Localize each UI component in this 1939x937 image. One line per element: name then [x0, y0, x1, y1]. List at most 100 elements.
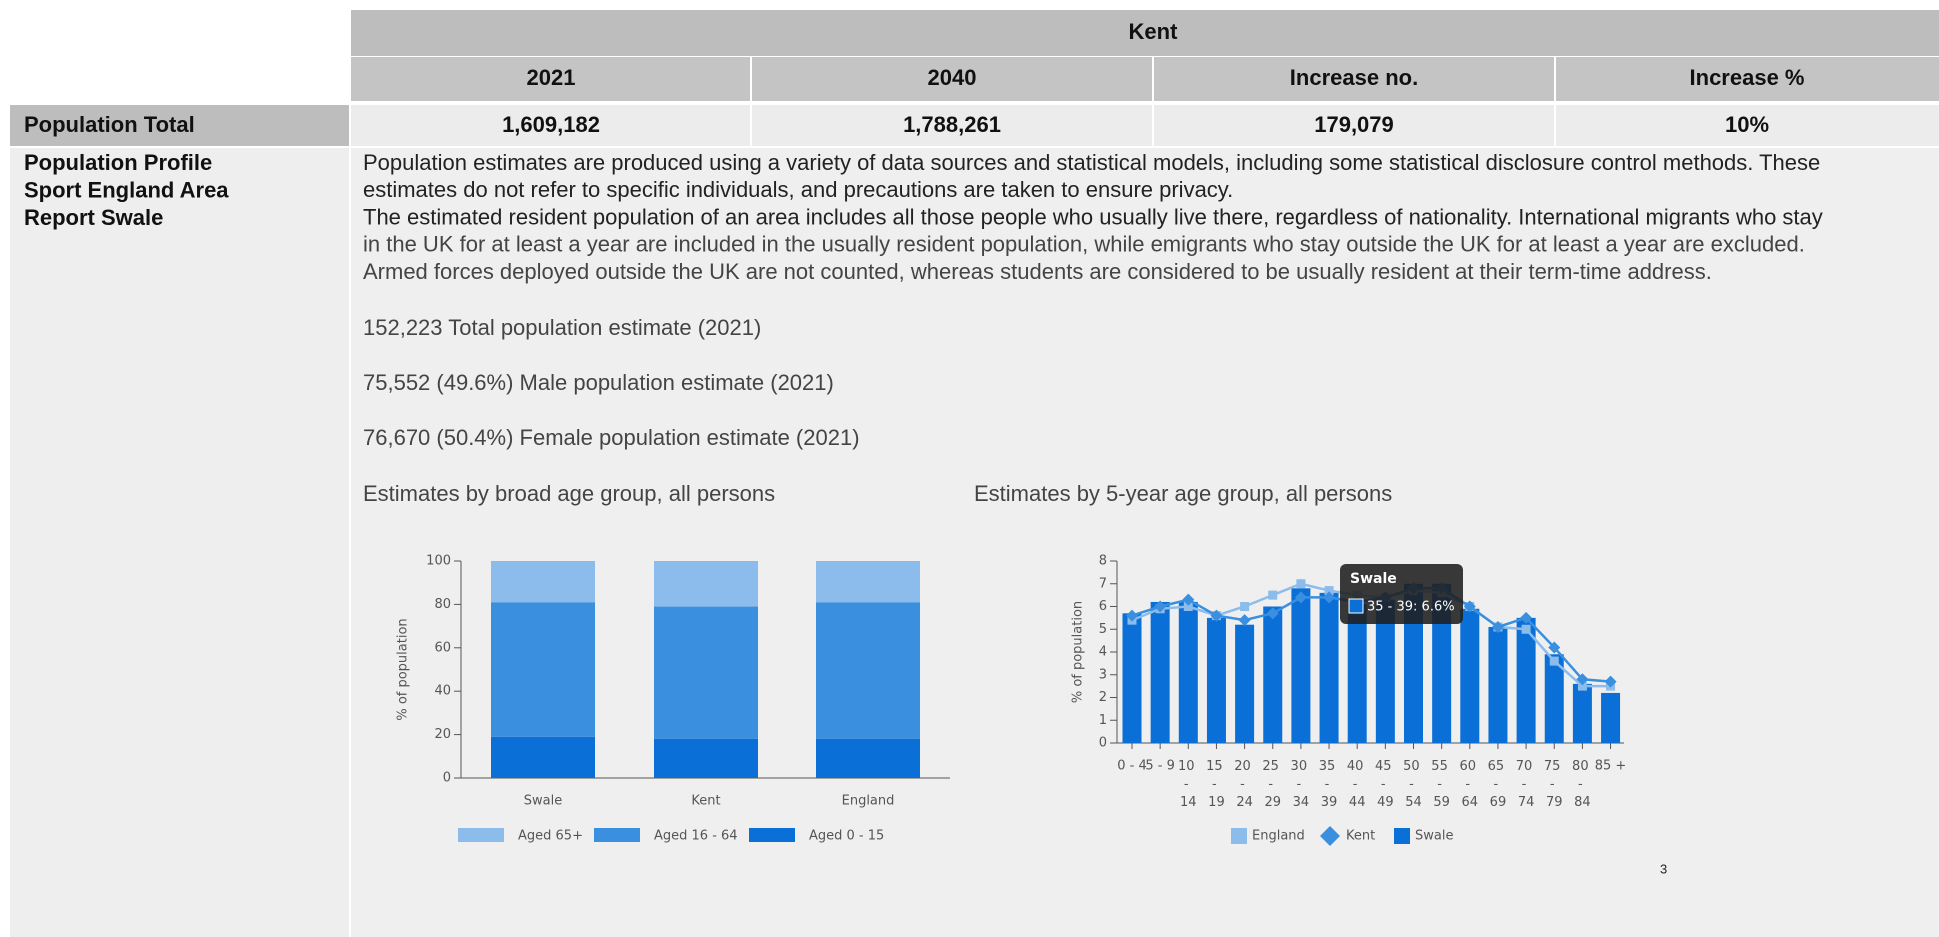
profile-label-cell — [10, 148, 349, 937]
y-tick-label: 2 — [1099, 690, 1107, 705]
bar — [1150, 601, 1170, 743]
bar — [1178, 601, 1198, 743]
y-tick-label: 1 — [1099, 713, 1107, 728]
x-tick-label: 15 - 19 — [1206, 759, 1227, 810]
x-tick-label: 20 - 24 — [1234, 759, 1255, 810]
x-tick-label: 30 - 34 — [1291, 759, 1312, 810]
bar — [1206, 617, 1226, 743]
bar — [1319, 592, 1339, 743]
stat: 75,552 (49.6%) Male population estimate … — [363, 370, 834, 395]
legend-label: England — [1252, 829, 1305, 844]
tooltip — [1340, 564, 1463, 624]
row-label: Population Total — [24, 112, 195, 137]
point — [1549, 656, 1559, 666]
legend-label: Kent — [1346, 829, 1375, 844]
x-tick-label: 25 - 29 — [1262, 759, 1283, 810]
x-tick-label: 85 + — [1595, 759, 1627, 774]
x-tick-label: Swale — [524, 794, 562, 809]
point — [1463, 600, 1476, 613]
bar-segment — [491, 561, 595, 603]
tooltip-text: 35 - 39: 6.6% — [1367, 600, 1455, 615]
point — [1323, 591, 1336, 604]
point — [1548, 641, 1561, 654]
profile-content-cell — [351, 148, 1939, 937]
bar-segment — [654, 738, 758, 778]
x-tick-label: 60 - 64 — [1459, 759, 1480, 810]
column-header: 2040 — [928, 65, 977, 90]
y-axis-label: % of population — [396, 618, 411, 720]
bar — [1516, 617, 1536, 743]
point — [1210, 609, 1223, 622]
x-tick-label: 10 - 14 — [1178, 759, 1199, 810]
bar-segment — [816, 602, 920, 739]
point — [1266, 607, 1279, 620]
y-tick-label: 60 — [434, 640, 451, 655]
point — [1268, 590, 1278, 600]
bar — [1375, 599, 1395, 743]
x-tick-label: 70 - 74 — [1516, 759, 1537, 810]
x-tick-label: England — [842, 794, 895, 809]
row-label-cell — [10, 105, 349, 146]
point — [1520, 611, 1533, 624]
bar — [1572, 683, 1592, 743]
y-tick-label: 20 — [434, 727, 451, 742]
x-tick-label: 50 - 54 — [1403, 759, 1424, 810]
y-tick-label: 80 — [434, 597, 451, 612]
y-tick-label: 8 — [1099, 554, 1107, 569]
paragraph-line: Population estimates are produced using … — [363, 150, 1820, 175]
cell: 1,609,182 — [502, 112, 600, 137]
cell: 1,788,261 — [903, 112, 1001, 137]
point — [1604, 675, 1617, 688]
profile-label: Report Swale — [24, 205, 163, 230]
point — [1521, 624, 1531, 634]
profile-label: Population Profile — [24, 150, 212, 175]
bar-segment — [654, 561, 758, 607]
legend-swatch — [594, 828, 640, 842]
y-tick-label: 40 — [434, 684, 451, 699]
y-tick-label: 3 — [1099, 667, 1107, 682]
y-axis-label: % of population — [1071, 601, 1086, 703]
bar-segment — [491, 736, 595, 778]
y-tick-label: 7 — [1099, 576, 1107, 591]
profile-label: Sport England Area — [24, 177, 229, 202]
x-tick-label: Kent — [691, 794, 720, 809]
legend-label: Aged 0 - 15 — [809, 829, 884, 844]
region-header: Kent — [1129, 19, 1179, 44]
legend-swatch — [1394, 828, 1410, 844]
tooltip-swatch — [1348, 598, 1364, 614]
tooltip-title: Swale — [1350, 571, 1397, 587]
bar — [1601, 692, 1621, 743]
point — [1577, 681, 1587, 691]
bar — [1347, 604, 1367, 743]
bar — [1488, 626, 1508, 743]
legend-swatch — [458, 828, 504, 842]
paragraph-line: Armed forces deployed outside the UK are… — [363, 259, 1712, 284]
bar — [1544, 654, 1564, 743]
paragraph-line: The estimated resident population of an … — [363, 204, 1823, 229]
point — [1324, 586, 1334, 596]
y-tick-label: 0 — [1099, 736, 1107, 751]
y-tick-label: 6 — [1099, 599, 1107, 614]
point — [1576, 673, 1589, 686]
page-number: 3 — [1660, 861, 1667, 876]
column-header: Increase % — [1690, 65, 1805, 90]
legend-label: Swale — [1415, 829, 1453, 844]
cell: 179,079 — [1314, 112, 1394, 137]
stat: 152,223 Total population estimate (2021) — [363, 315, 761, 340]
x-tick-label: 45 - 49 — [1375, 759, 1396, 810]
legend-swatch — [1320, 826, 1340, 846]
paragraph-line: estimates do not refer to specific indiv… — [363, 177, 1233, 202]
point — [1296, 579, 1306, 589]
point — [1182, 593, 1195, 606]
cell: 10% — [1725, 112, 1769, 137]
point — [1294, 591, 1307, 604]
y-tick-label: 4 — [1099, 645, 1107, 660]
point — [1240, 602, 1250, 611]
x-tick-label: 65 - 69 — [1488, 759, 1509, 810]
bar-segment — [654, 606, 758, 739]
header-band — [351, 57, 1939, 101]
bar — [1235, 624, 1255, 743]
column-header: Increase no. — [1290, 65, 1418, 90]
chart-title: Estimates by 5-year age group, all perso… — [974, 481, 1392, 506]
